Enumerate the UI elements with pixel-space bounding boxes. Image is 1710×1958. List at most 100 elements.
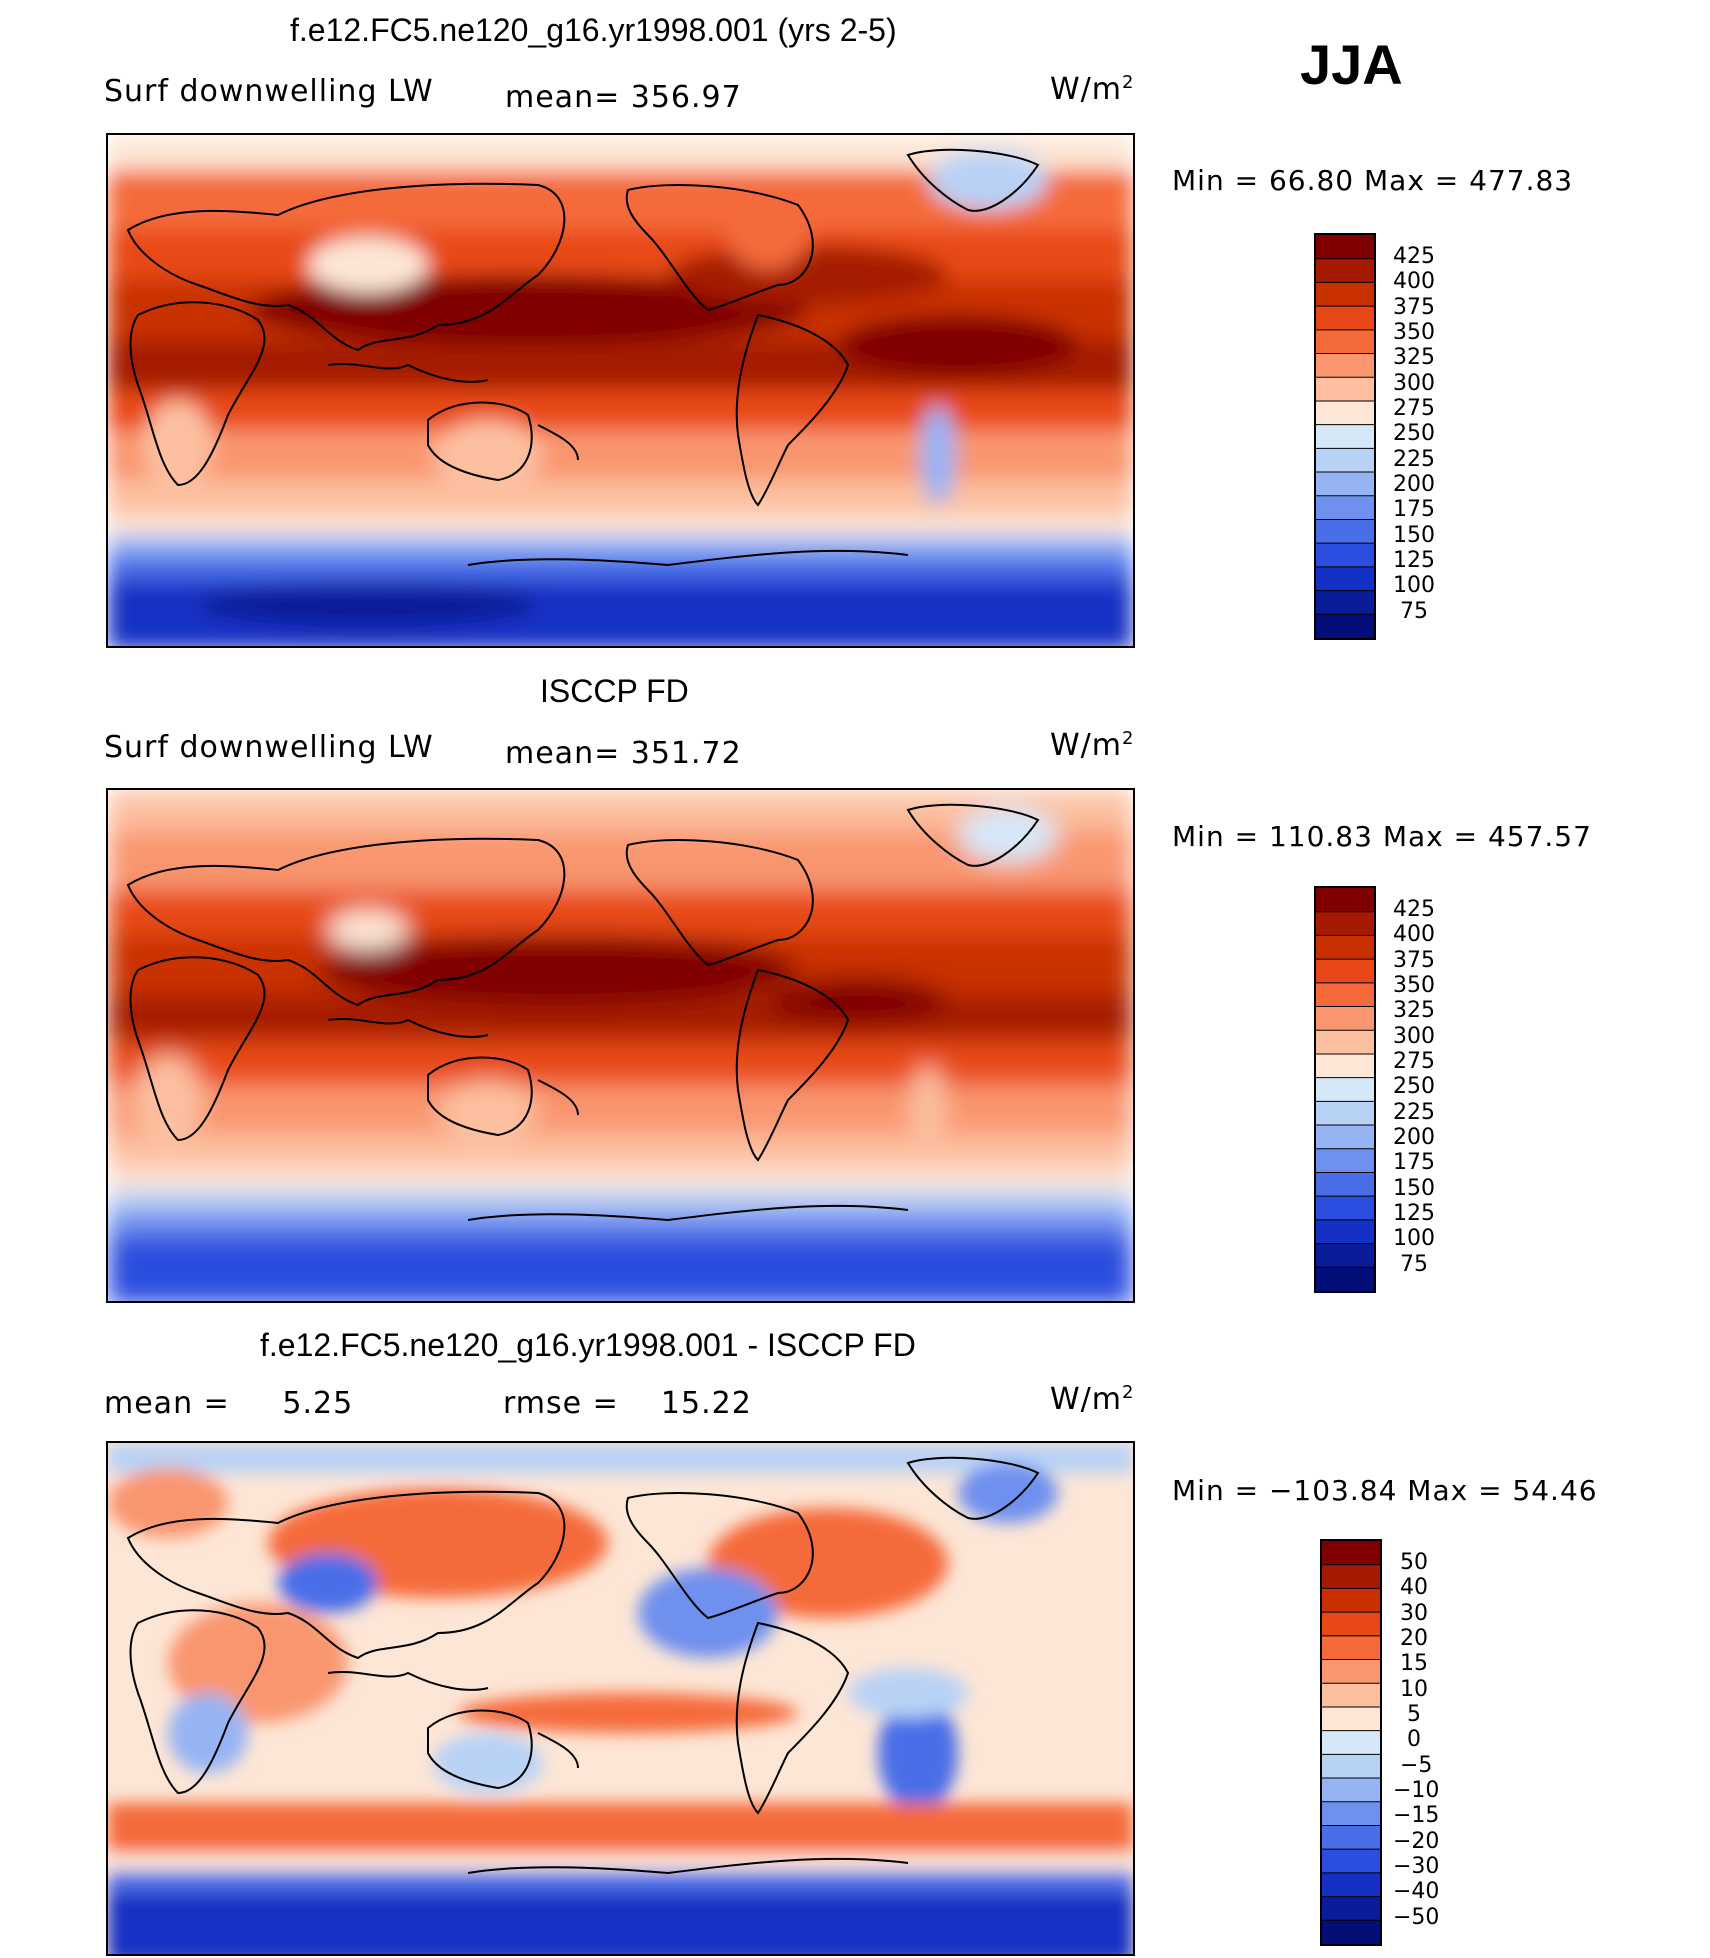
colorbar-swatch — [1316, 519, 1374, 544]
colorbar-swatch — [1316, 329, 1374, 355]
colorbar-swatch — [1322, 1541, 1380, 1566]
colorbar-swatch — [1316, 377, 1374, 402]
colorbar-swatch — [1316, 1030, 1374, 1055]
colorbar-swatch — [1316, 235, 1374, 260]
cbar-3-label: −5 — [1400, 1753, 1433, 1778]
cbar-2-label: 375 — [1393, 948, 1435, 973]
panel-1-title: f.e12.FC5.ne120_g16.yr1998.001 (yrs 2-5) — [290, 12, 897, 48]
cbar-2-label: 175 — [1393, 1150, 1435, 1175]
colorbar-swatch — [1322, 1920, 1380, 1944]
panel-2-map — [106, 788, 1135, 1303]
colorbar-swatch — [1322, 1872, 1380, 1898]
panel-2-title: ISCCP FD — [540, 673, 689, 709]
colorbar-swatch — [1316, 543, 1374, 568]
cbar-2-label: 250 — [1393, 1074, 1435, 1099]
colorbar-swatch — [1316, 282, 1374, 307]
panel-3-colorbar-swatches — [1322, 1541, 1380, 1944]
cbar-2-label: 225 — [1393, 1100, 1435, 1125]
cbar-3-label: −30 — [1393, 1854, 1440, 1879]
panel-2-mean-label: mean= 351.72 — [505, 736, 742, 771]
cbar-1-label: 225 — [1393, 447, 1435, 472]
cbar-3-label: −50 — [1393, 1905, 1440, 1930]
colorbar-swatch — [1322, 1564, 1380, 1589]
colorbar-swatch — [1322, 1801, 1380, 1826]
colorbar-swatch — [1316, 1219, 1374, 1245]
colorbar-swatch — [1322, 1683, 1380, 1708]
cbar-3-label: 10 — [1400, 1677, 1428, 1702]
cbar-1-label: 75 — [1400, 599, 1428, 624]
colorbar-swatch — [1316, 472, 1374, 497]
cbar-3-label: 5 — [1407, 1702, 1421, 1727]
cbar-3-label: −40 — [1393, 1879, 1440, 1904]
colorbar-swatch — [1316, 590, 1374, 615]
colorbar-swatch — [1322, 1754, 1380, 1779]
colorbar-swatch — [1322, 1778, 1380, 1803]
panel-1-variable-label: Surf downwelling LW — [104, 74, 434, 109]
panel-1-colorbar-swatches — [1316, 235, 1374, 638]
colorbar-swatch — [1316, 1006, 1374, 1031]
colorbar-swatch — [1316, 448, 1374, 473]
colorbar-swatch — [1316, 959, 1374, 984]
colorbar-swatch — [1316, 1243, 1374, 1268]
cbar-2-label: 425 — [1393, 897, 1435, 922]
panel-2-colorbar — [1314, 886, 1376, 1293]
panel-1-colorbar — [1314, 233, 1376, 640]
colorbar-swatch — [1322, 1635, 1380, 1661]
colorbar-swatch — [1322, 1588, 1380, 1613]
panel-2-variable-label: Surf downwelling LW — [104, 730, 434, 765]
panel-3-map — [106, 1441, 1135, 1956]
panel-3-colorbar — [1320, 1539, 1382, 1946]
panel-2-units: W/m2 — [1050, 728, 1135, 763]
panel-3-map-field — [108, 1443, 1133, 1954]
panel-3-units: W/m2 — [1050, 1382, 1135, 1417]
cbar-1-label: 375 — [1393, 295, 1435, 320]
panel-1-map-field — [108, 135, 1133, 646]
cbar-1-label: 400 — [1393, 269, 1435, 294]
panel-2-min-max: Min = 110.83 Max = 457.57 — [1172, 820, 1592, 853]
panel-1-units: W/m2 — [1050, 72, 1135, 107]
cbar-2-label: 275 — [1393, 1049, 1435, 1074]
cbar-2-label: 300 — [1393, 1024, 1435, 1049]
colorbar-swatch — [1316, 1101, 1374, 1126]
cbar-3-label: 20 — [1400, 1626, 1428, 1651]
panel-3-min-max: Min = −103.84 Max = 54.46 — [1172, 1474, 1598, 1507]
cbar-3-label: 40 — [1400, 1575, 1428, 1600]
cbar-2-label: 75 — [1400, 1252, 1428, 1277]
cbar-2-label: 325 — [1393, 998, 1435, 1023]
cbar-3-label: −15 — [1393, 1803, 1440, 1828]
cbar-2-label: 100 — [1393, 1226, 1435, 1251]
colorbar-swatch — [1316, 258, 1374, 283]
cbar-2-label: 400 — [1393, 922, 1435, 947]
colorbar-swatch — [1322, 1659, 1380, 1684]
panel-2-map-field — [108, 790, 1133, 1301]
colorbar-swatch — [1316, 935, 1374, 960]
colorbar-swatch — [1316, 1172, 1374, 1197]
colorbar-swatch — [1322, 1825, 1380, 1850]
panel-3-title: f.e12.FC5.ne120_g16.yr1998.001 - ISCCP F… — [260, 1327, 916, 1363]
season-label: JJA — [1300, 33, 1403, 96]
cbar-3-label: 50 — [1400, 1550, 1428, 1575]
cbar-3-label: 30 — [1400, 1601, 1428, 1626]
cbar-1-label: 100 — [1393, 573, 1435, 598]
cbar-2-label: 150 — [1393, 1176, 1435, 1201]
cbar-1-label: 300 — [1393, 371, 1435, 396]
cbar-1-label: 200 — [1393, 472, 1435, 497]
colorbar-swatch — [1316, 1053, 1374, 1079]
colorbar-swatch — [1322, 1849, 1380, 1874]
colorbar-swatch — [1316, 1077, 1374, 1102]
colorbar-swatch — [1316, 566, 1374, 592]
colorbar-swatch — [1316, 888, 1374, 913]
colorbar-swatch — [1322, 1706, 1380, 1732]
cbar-3-label: −20 — [1393, 1829, 1440, 1854]
cbar-3-label: 0 — [1407, 1727, 1421, 1752]
colorbar-swatch — [1316, 1196, 1374, 1221]
colorbar-swatch — [1316, 495, 1374, 520]
colorbar-swatch — [1316, 982, 1374, 1008]
cbar-2-label: 125 — [1393, 1201, 1435, 1226]
panel-3-mean-label: mean = 5.25 — [104, 1386, 354, 1421]
panel-1-mean-label: mean= 356.97 — [505, 80, 742, 115]
colorbar-swatch — [1316, 911, 1374, 936]
cbar-1-label: 425 — [1393, 244, 1435, 269]
colorbar-swatch — [1316, 353, 1374, 378]
colorbar-swatch — [1322, 1896, 1380, 1921]
